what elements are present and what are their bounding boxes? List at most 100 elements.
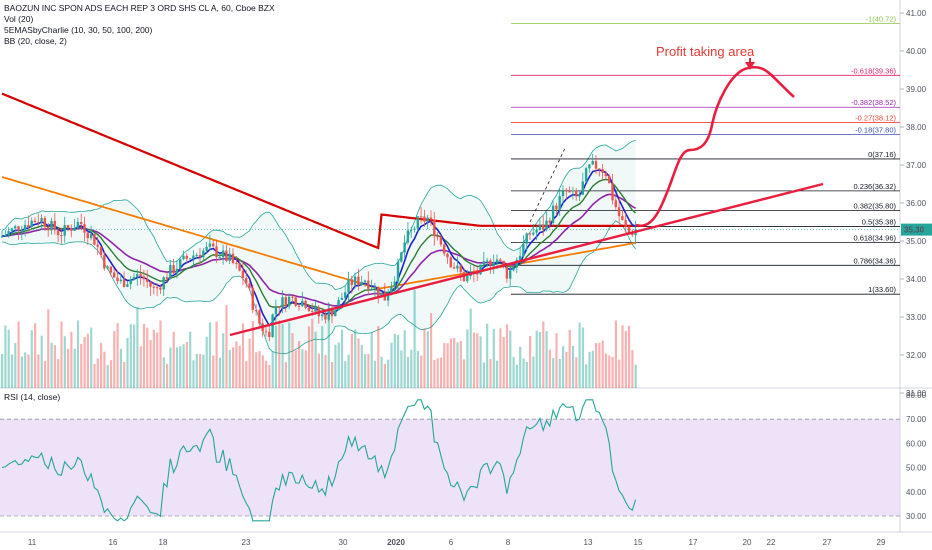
- rsi-tick-label: 30.00: [906, 512, 927, 521]
- candle-body: [185, 255, 188, 259]
- candle-body: [324, 314, 327, 320]
- price-tick-label: 34.00: [906, 275, 927, 284]
- candle-body: [370, 288, 373, 290]
- volume-bar: [433, 359, 436, 388]
- candle-body: [129, 279, 132, 285]
- time-tick-label: 17: [689, 538, 698, 547]
- candle-body: [452, 267, 456, 269]
- fib-level-label: -0.382(38.52): [851, 98, 897, 107]
- volume-bar: [284, 362, 287, 388]
- candle-body: [47, 226, 50, 231]
- price-tick-label: 33.00: [906, 313, 927, 322]
- volume-bar: [34, 323, 37, 388]
- volume-bar: [598, 342, 601, 388]
- candle-body: [489, 260, 492, 267]
- volume-bar: [241, 323, 245, 388]
- time-tick-label: 2020: [387, 538, 405, 547]
- candle-body: [241, 270, 245, 278]
- price-tick-label: 40.00: [906, 47, 927, 56]
- candle-body: [466, 276, 469, 282]
- candle-body: [109, 266, 113, 273]
- volume-bar: [331, 361, 334, 388]
- rsi-pane: 80.00 70.00 60.00 50.00 40.00 30.00: [0, 391, 927, 522]
- volume-bar: [380, 356, 383, 388]
- candle-body: [548, 220, 551, 224]
- candle-body: [251, 288, 254, 311]
- volume-bar: [291, 333, 294, 388]
- candle-body: [327, 308, 330, 320]
- fib-level-label: 0(37.16): [868, 150, 896, 159]
- candle-body: [86, 232, 89, 239]
- candle-body: [43, 218, 47, 227]
- candle-body: [598, 168, 601, 170]
- fib-level-label: 0.786(34.36): [853, 256, 896, 265]
- volume-bar: [496, 360, 499, 388]
- volume-bar: [40, 335, 43, 388]
- candle-body: [301, 300, 304, 307]
- time-tick-label: 27: [823, 538, 832, 547]
- candle-body: [512, 267, 515, 271]
- candle-body: [344, 292, 347, 298]
- fib-level-label: -0.27(38.12): [855, 113, 896, 122]
- candle-body: [373, 286, 377, 289]
- candle-body: [188, 258, 192, 260]
- candle-body: [162, 277, 165, 290]
- candle-body: [337, 300, 340, 311]
- volume-bar: [208, 322, 212, 388]
- volume-bar: [294, 350, 297, 388]
- candle-body: [225, 250, 228, 261]
- candle-body: [314, 307, 317, 312]
- volume-bar: [608, 355, 611, 388]
- candle-body: [264, 331, 268, 333]
- volume-bar: [357, 338, 360, 388]
- candle-body: [20, 230, 23, 232]
- volume-bar: [7, 329, 10, 388]
- legend-vol[interactable]: Vol (20): [4, 14, 34, 24]
- candle-body: [212, 243, 215, 247]
- rsi-tick-label: 80.00: [906, 391, 927, 400]
- bb-fill: [2, 140, 636, 354]
- volume-bar: [456, 342, 459, 388]
- legend-rsi[interactable]: RSI (14, close): [4, 392, 61, 402]
- volume-bar: [364, 354, 367, 388]
- volume-bar: [96, 358, 99, 388]
- volume-bar: [37, 354, 40, 388]
- candle-body: [367, 280, 370, 289]
- volume-bar: [304, 350, 307, 388]
- volume-bar: [14, 343, 17, 388]
- candle-body: [271, 314, 274, 338]
- candle-body: [515, 259, 518, 268]
- trend-line: [229, 182, 824, 337]
- legend-ema[interactable]: 5EMASbyCharlie (10, 30, 50, 100, 200): [4, 25, 153, 35]
- volume-bar: [142, 323, 146, 388]
- volume-bar: [482, 362, 485, 388]
- volume-bar: [562, 346, 565, 388]
- volume-bar: [400, 350, 403, 388]
- volume-bar: [367, 353, 370, 388]
- volume-bar: [281, 323, 284, 388]
- volume-bar: [370, 332, 373, 388]
- volume-bar: [166, 364, 169, 388]
- candle-body: [7, 231, 10, 235]
- volume-bar: [189, 331, 192, 388]
- fib-level-label: 1(33.60): [868, 285, 896, 294]
- candle-body: [4, 234, 7, 237]
- legend-bb[interactable]: BB (20, close, 2): [4, 36, 67, 46]
- candle-body: [542, 224, 545, 230]
- volume-bar: [324, 354, 327, 388]
- candle-body: [423, 216, 426, 222]
- legend-title[interactable]: BAOZUN INC SPON ADS EACH REP 3 ORD SHS C…: [4, 3, 275, 13]
- volume-bar: [215, 321, 218, 388]
- volume-bar: [57, 359, 60, 388]
- candle-body: [456, 265, 459, 269]
- candle-body: [172, 265, 175, 273]
- volume-bar: [334, 344, 337, 388]
- price-tick-label: 31.00: [906, 389, 927, 398]
- volume-bar: [298, 341, 301, 388]
- candle-body: [126, 284, 129, 287]
- volume-bar: [126, 337, 129, 388]
- candle-body: [436, 236, 439, 238]
- volume-bar: [159, 320, 162, 388]
- volume-bar: [344, 361, 347, 388]
